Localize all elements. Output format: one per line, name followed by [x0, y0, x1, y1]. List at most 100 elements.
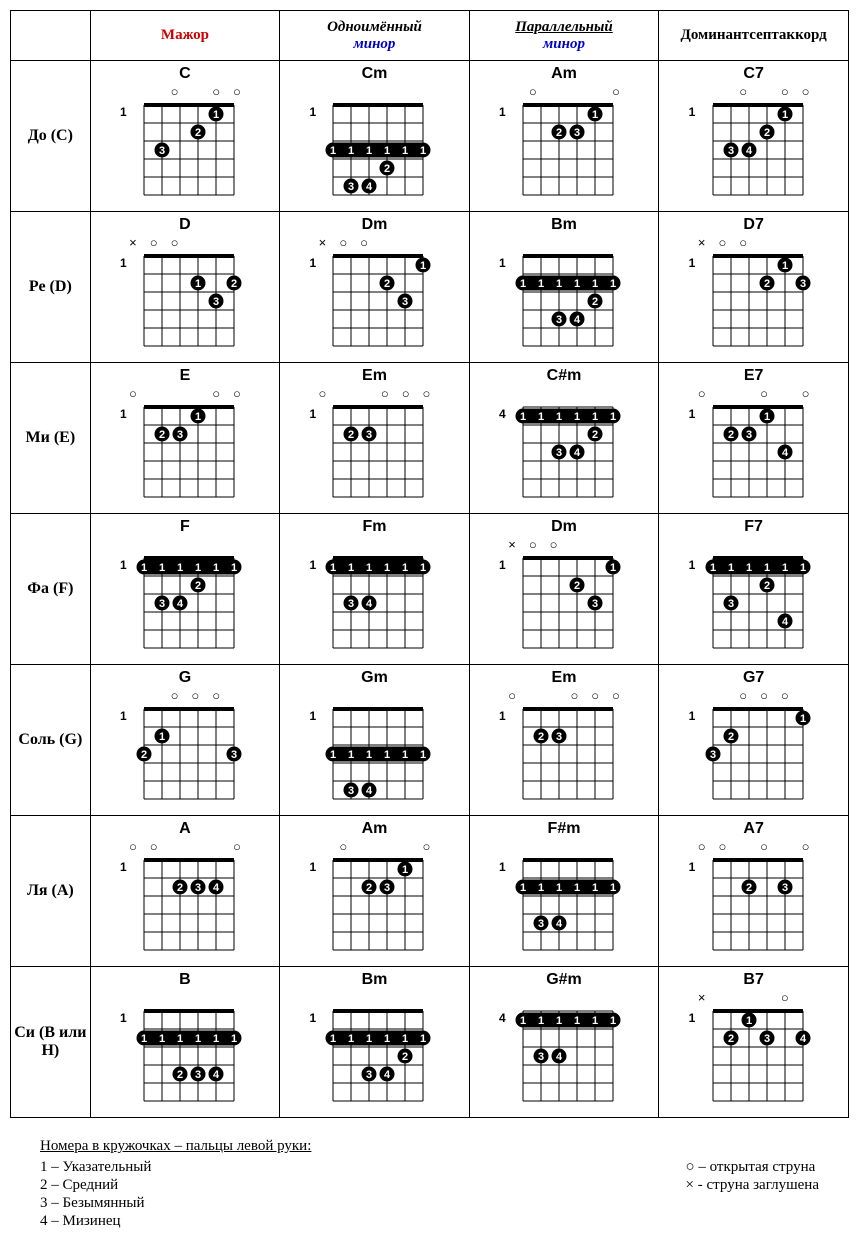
svg-text:1: 1 [556, 411, 562, 423]
chord-name-label: D [120, 216, 250, 234]
chord-name-label: G7 [689, 669, 819, 687]
chord-cell: Em ○○○○ 123 [469, 665, 659, 816]
svg-text:3: 3 [592, 598, 598, 610]
svg-text:1: 1 [348, 562, 354, 574]
chord-name-label: Am [499, 65, 629, 83]
chord-name-label: E7 [689, 367, 819, 385]
svg-text:4: 4 [782, 616, 789, 628]
svg-text:2: 2 [384, 163, 390, 175]
svg-text:2: 2 [177, 1069, 183, 1081]
svg-text:3: 3 [538, 1051, 544, 1063]
svg-text:1: 1 [348, 1033, 354, 1045]
svg-text:3: 3 [764, 1033, 770, 1045]
svg-text:1: 1 [141, 1033, 147, 1045]
svg-text:3: 3 [538, 918, 544, 930]
chord-row: Ля (А) A ○○○ 1234 Am ○○ 1123 F#m 1111111… [11, 816, 849, 967]
svg-text:1: 1 [592, 411, 598, 423]
svg-text:3: 3 [746, 429, 752, 441]
svg-text:1: 1 [384, 749, 390, 761]
svg-text:3: 3 [231, 749, 237, 761]
svg-text:2: 2 [746, 882, 752, 894]
svg-text:1: 1 [420, 145, 426, 157]
chord-diagram-F#m: F#m 111111134 [499, 820, 629, 962]
legend-finger-3: 3 – Безымянный [40, 1195, 311, 1212]
chord-cell: Gm 111111134 [280, 665, 470, 816]
svg-text:1: 1 [384, 1033, 390, 1045]
chord-name-label: B [120, 971, 250, 989]
svg-text:4: 4 [556, 918, 563, 930]
chord-diagram-B: B 1111111234 [120, 971, 250, 1113]
chord-diagram-E7: E7 ○○○ 11234 [689, 367, 819, 509]
svg-text:2: 2 [141, 749, 147, 761]
chord-row: До (С) C ○○○ 1123 Cm 1111111234 Am ○○ 11… [11, 61, 849, 212]
svg-text:3: 3 [384, 882, 390, 894]
svg-text:4: 4 [366, 785, 373, 797]
svg-text:1: 1 [574, 882, 580, 894]
svg-text:2: 2 [556, 127, 562, 139]
svg-text:3: 3 [728, 598, 734, 610]
svg-text:2: 2 [574, 580, 580, 592]
chord-diagram-C7: C7 ○○○ 11234 [689, 65, 819, 207]
header-minor1-top: Одноимённый [327, 19, 422, 35]
chord-diagram-G: G ○○○ 1123 [120, 669, 250, 811]
svg-text:4: 4 [800, 1033, 807, 1045]
svg-text:1: 1 [782, 260, 788, 272]
svg-text:1: 1 [592, 882, 598, 894]
svg-text:3: 3 [728, 145, 734, 157]
svg-text:3: 3 [366, 1069, 372, 1081]
row-label: Соль (G) [11, 665, 91, 816]
header-minor1-bottom: минор [353, 36, 395, 52]
chord-row: Ре (D) D ×○○ 1123 Dm ×○○ 1123 Bm 1111111… [11, 212, 849, 363]
chord-diagram-Dm: Dm ×○○ 1123 [499, 518, 629, 660]
chord-cell: G ○○○ 1123 [90, 665, 280, 816]
svg-text:4: 4 [746, 145, 753, 157]
svg-text:1: 1 [195, 1033, 201, 1045]
svg-text:2: 2 [592, 296, 598, 308]
svg-text:3: 3 [782, 882, 788, 894]
chord-diagram-Bm: Bm 1111111234 [499, 216, 629, 358]
svg-text:1: 1 [177, 562, 183, 574]
svg-text:1: 1 [556, 882, 562, 894]
svg-text:1: 1 [728, 562, 734, 574]
chord-row: Ми (Е) E ○○○ 1123 Em ○○○○ 123 C#m 411111… [11, 363, 849, 514]
chord-cell: Bm 1111111234 [469, 212, 659, 363]
chord-name-label: A7 [689, 820, 819, 838]
chord-diagram-B7: B7 ×○ 11234 [689, 971, 819, 1113]
chord-cell: C#m 4111111234 [469, 363, 659, 514]
chord-cell: Em ○○○○ 123 [280, 363, 470, 514]
chord-cell: Am ○○ 1123 [469, 61, 659, 212]
svg-text:1: 1 [592, 278, 598, 290]
legend-finger-2: 2 – Средний [40, 1177, 311, 1194]
svg-text:3: 3 [366, 429, 372, 441]
svg-text:1: 1 [195, 278, 201, 290]
svg-text:1: 1 [330, 1033, 336, 1045]
header-minor-parallel: Параллельный минор [469, 11, 659, 61]
chord-name-label: Bm [309, 971, 439, 989]
legend-finger-4: 4 – Мизинец [40, 1213, 311, 1230]
svg-text:2: 2 [195, 127, 201, 139]
chord-name-label: F [120, 518, 250, 536]
chord-cell: B7 ×○ 11234 [659, 967, 849, 1118]
svg-text:2: 2 [728, 1033, 734, 1045]
svg-text:2: 2 [177, 882, 183, 894]
chord-chart-table: Мажор Одноимённый минор Параллельный мин… [10, 10, 849, 1118]
svg-text:1: 1 [177, 1033, 183, 1045]
chord-name-label: Dm [309, 216, 439, 234]
row-label: До (С) [11, 61, 91, 212]
chord-diagram-F: F 1111111234 [120, 518, 250, 660]
chord-diagram-G7: G7 ○○○ 1123 [689, 669, 819, 811]
svg-text:4: 4 [366, 598, 373, 610]
svg-text:4: 4 [574, 314, 581, 326]
svg-text:1: 1 [213, 1033, 219, 1045]
svg-text:1: 1 [610, 278, 616, 290]
chord-cell: F7 1111111234 [659, 514, 849, 665]
svg-text:2: 2 [592, 429, 598, 441]
svg-text:1: 1 [592, 1015, 598, 1027]
svg-text:1: 1 [538, 882, 544, 894]
row-label: Ля (А) [11, 816, 91, 967]
chord-cell: D7 ×○○ 1123 [659, 212, 849, 363]
header-minor2-top: Параллельный [515, 19, 612, 35]
chord-cell: E ○○○ 1123 [90, 363, 280, 514]
svg-text:1: 1 [520, 411, 526, 423]
chord-name-label: E [120, 367, 250, 385]
